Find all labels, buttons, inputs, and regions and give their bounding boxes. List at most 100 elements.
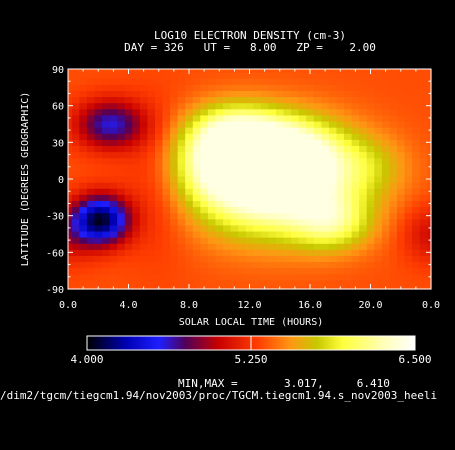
heatmap-cell [291,279,300,287]
heatmap-cell [344,249,353,256]
heatmap-cell [86,133,96,140]
heatmap-cell [230,200,239,208]
heatmap-cell [117,212,126,220]
heatmap-cell [124,78,133,85]
heatmap-cell [381,194,390,201]
heatmap-cell [404,114,413,122]
heatmap-cell [170,145,179,153]
heatmap-cell [79,102,88,110]
heatmap-cell [162,224,171,232]
heatmap-cell [381,267,390,275]
heatmap-cell [139,139,148,146]
heatmap-cell [412,78,421,85]
heatmap-cell [291,96,300,104]
heatmap-cell [154,90,164,98]
heatmap-cell [124,151,133,159]
heatmap-cell [109,279,118,287]
heatmap-cell [268,102,277,110]
heatmap-cell [94,237,103,244]
heatmap-cell [200,133,209,140]
heatmap-cell [321,133,330,140]
heatmap-cell [381,72,390,79]
heatmap-cell [192,206,201,214]
heatmap-cell [419,237,428,244]
heatmap-cell [223,90,232,98]
heatmap-cell [321,120,330,128]
heatmap-cell [344,127,353,134]
heatmap-cell [419,175,428,183]
heatmap-cell [124,200,133,208]
heatmap-cell [344,96,353,104]
heatmap-cell [419,72,428,79]
heatmap-cell [328,139,338,146]
heatmap-cell [86,108,96,116]
heatmap-cell [404,255,413,263]
heatmap-cell [71,182,80,189]
heatmap-cell [291,72,300,79]
heatmap-cell [313,102,322,110]
heatmap-cell [124,169,133,177]
heatmap-cell [147,224,156,232]
heatmap-cell [94,169,103,177]
heatmap-cell [328,145,338,153]
heatmap-cell [79,237,88,244]
heatmap-cell [132,90,141,98]
heatmap-cell [86,218,96,226]
heatmap-cell [404,120,413,128]
heatmap-cell [313,224,322,232]
heatmap-cell [147,255,156,263]
heatmap-cell [200,279,209,287]
heatmap-cell [109,182,118,189]
heatmap-cell [139,206,148,214]
heatmap-cell [94,206,103,214]
heatmap-cell [268,237,277,244]
heatmap-cell [215,218,224,226]
heatmap-cell [389,72,398,79]
heatmap-cell [94,267,103,275]
heatmap-cell [381,249,390,256]
heatmap-cell [109,72,118,79]
heatmap-cell [427,206,432,214]
heatmap-cell [291,102,300,110]
heatmap-cell [109,114,118,122]
heatmap-cell [170,273,179,281]
heatmap-cell [223,175,232,183]
heatmap-cell [207,157,217,165]
heatmap-cell [351,218,360,226]
heatmap-cell [177,139,186,146]
heatmap-cell [230,273,239,281]
heatmap-cell [260,151,269,159]
heatmap-cell [366,78,375,85]
heatmap-cell [154,157,164,165]
heatmap-cell [170,120,179,128]
heatmap-cell [215,194,224,201]
heatmap-cell [200,157,209,165]
heatmap-cell [177,279,186,287]
heatmap-cell [321,145,330,153]
heatmap-cell [275,72,285,79]
heatmap-cell [260,120,269,128]
heatmap-cell [298,175,307,183]
heatmap-cell [71,133,80,140]
heatmap-cell [200,243,209,250]
heatmap-cell [404,200,413,208]
heatmap-cell [162,151,171,159]
heatmap-cell [71,84,80,91]
heatmap-cell [298,84,307,91]
heatmap-cell [298,243,307,250]
heatmap-cell [351,206,360,214]
heatmap-cell [215,255,224,263]
heatmap-cell [389,249,398,256]
heatmap-cell [306,84,315,91]
heatmap-cell [359,237,368,244]
heatmap-cell [192,145,201,153]
heatmap-cell [412,145,421,153]
heatmap-cell [374,175,383,183]
heatmap-cell [71,194,80,201]
heatmap-cell [381,139,390,146]
heatmap-cell [230,243,239,250]
heatmap-cell [351,145,360,153]
heatmap-cell [215,102,224,110]
heatmap-cell [359,194,368,201]
heatmap-cell [404,157,413,165]
